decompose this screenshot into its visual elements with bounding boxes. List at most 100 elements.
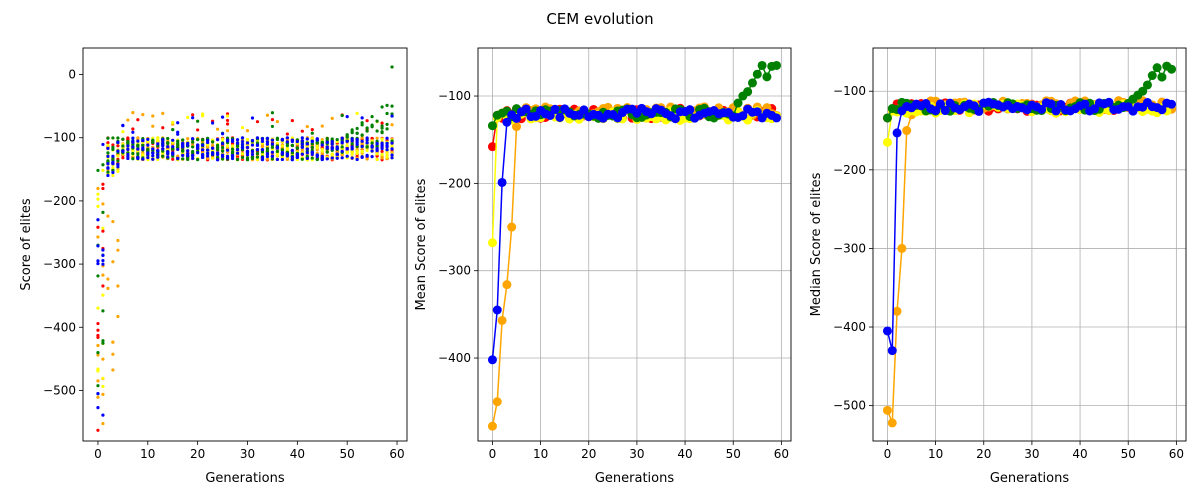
series-marker: [738, 111, 748, 121]
scatter-point: [255, 148, 260, 152]
scatter-point: [101, 421, 105, 426]
scatter-point: [96, 204, 100, 209]
scatter-point: [265, 113, 270, 117]
scatter-point: [310, 131, 314, 135]
x-tick-label: 60: [389, 447, 404, 461]
scatter-point: [385, 103, 389, 107]
scatter-point: [126, 152, 130, 157]
scatter-point: [215, 127, 220, 131]
scatter-point: [131, 151, 135, 156]
scatter-point: [295, 155, 299, 159]
scatter-point: [385, 111, 389, 116]
series-marker: [555, 112, 565, 122]
scatter-point: [315, 157, 319, 162]
scatter-point: [260, 150, 265, 154]
scatter-point: [235, 138, 240, 142]
scatter-point: [121, 156, 125, 160]
scatter-point: [101, 384, 105, 389]
scatter-point: [101, 202, 105, 206]
scatter-point: [275, 141, 279, 145]
scatter-point: [275, 149, 279, 154]
scatter-point: [111, 136, 115, 140]
series-marker: [902, 126, 912, 136]
scatter-point: [335, 145, 339, 149]
scatter-point: [206, 151, 210, 155]
scatter-point: [245, 153, 250, 157]
series-marker: [492, 305, 502, 315]
scatter-point: [111, 154, 115, 158]
scatter-point: [235, 141, 240, 145]
scatter-point: [350, 150, 354, 154]
scatter-point: [176, 147, 180, 151]
scatter-point: [300, 136, 304, 140]
scatter-point: [250, 152, 255, 157]
series-marker: [733, 98, 743, 108]
x-tick-label: 0: [489, 447, 497, 461]
scatter-point: [176, 132, 180, 136]
scatter-point: [101, 226, 105, 230]
series-marker: [887, 346, 897, 356]
series-marker: [897, 243, 907, 253]
scatter-point: [151, 154, 155, 158]
x-tick-label: 30: [629, 447, 644, 461]
scatter-point: [345, 134, 349, 138]
scatter-point: [96, 259, 100, 263]
scatter-point: [230, 156, 235, 161]
scatter-point: [255, 155, 260, 159]
scatter-point: [360, 121, 364, 125]
x-tick-label: 0: [884, 447, 892, 461]
scatter-point: [235, 148, 240, 152]
scatter-point: [340, 149, 344, 153]
scatter-point: [365, 119, 369, 123]
scatter-point: [116, 144, 120, 148]
scatter-point: [176, 121, 180, 125]
scatter-point: [96, 225, 100, 229]
series-marker: [502, 280, 512, 290]
scatter-point: [116, 165, 120, 169]
scatter-point: [345, 139, 349, 143]
scatter-point: [141, 143, 145, 148]
scatter-point: [196, 151, 200, 155]
x-tick-label: 40: [677, 447, 692, 461]
scatter-point: [350, 147, 354, 151]
scatter-point: [186, 137, 190, 141]
series-marker: [772, 60, 782, 70]
scatter-point: [360, 133, 364, 137]
series-marker: [892, 128, 902, 138]
scatter-point: [320, 124, 324, 128]
scatter-point: [126, 147, 130, 151]
scatter-point: [320, 149, 324, 153]
x-tick-label: 0: [94, 447, 102, 461]
y-tick-label: −500: [43, 383, 76, 397]
scatter-point: [215, 147, 220, 152]
scatter-point: [121, 123, 125, 127]
scatter-point: [156, 149, 160, 153]
scatter-point: [385, 141, 389, 146]
scatter-point: [225, 144, 230, 148]
scatter-point: [151, 140, 155, 144]
scatter-point: [225, 139, 230, 143]
scatter-point: [390, 141, 394, 145]
series-line: [491, 105, 777, 427]
series-marker: [670, 114, 680, 124]
score-scatter-panel: 0 10 20 30 40 50 60 0 −100 −200 −300 −400 −500 Genera…: [19, 47, 408, 486]
x-axis-label: Generations: [595, 471, 675, 486]
scatter-point: [265, 154, 270, 159]
scatter-point: [96, 406, 100, 410]
scatter-point: [275, 119, 279, 124]
scatter-point: [305, 154, 309, 158]
scatter-point: [111, 145, 115, 149]
scatter-point: [161, 126, 165, 130]
scatter-point: [275, 137, 279, 142]
scatter-point: [106, 154, 110, 159]
scatter-point: [101, 182, 105, 186]
scatter-point: [290, 118, 294, 123]
series-marker: [747, 78, 757, 88]
scatter-point: [245, 156, 250, 160]
scatter-point: [375, 149, 379, 153]
scatter-point: [330, 139, 334, 144]
scatter-point: [136, 147, 140, 151]
scatter-point: [106, 173, 110, 178]
scatter-point: [385, 148, 389, 152]
scatter-point: [260, 147, 265, 152]
